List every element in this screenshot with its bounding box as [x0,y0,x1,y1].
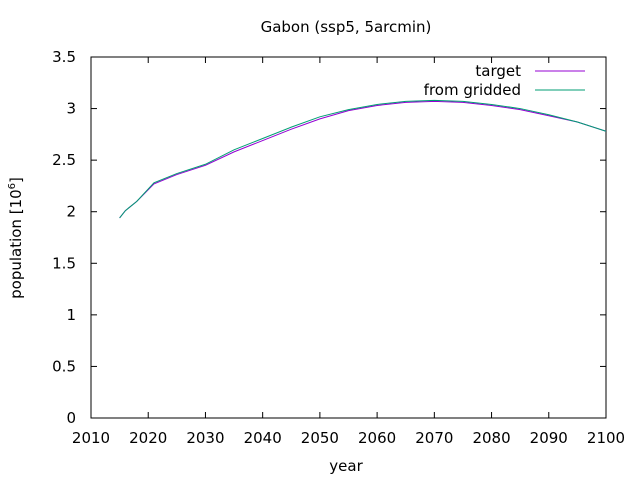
x-axis-label: year [329,457,363,475]
y-tick-label: 1.5 [52,254,76,272]
x-tick-label: 2020 [129,429,167,447]
x-tick-label: 2100 [587,429,625,447]
plot-frame [90,56,607,419]
x-tick-label: 2010 [72,429,110,447]
x-tick-label: 2050 [301,429,339,447]
x-tick-label: 2040 [244,429,282,447]
y-tick-label: 0.5 [52,357,76,375]
x-tick-label: 2070 [415,429,453,447]
y-axis-label-exponent: 6 [7,183,18,189]
x-tick-label: 2090 [530,429,568,447]
axes: 2010 2020 2030 2040 2050 2060 2070 2080 2090 2100… [52,48,625,447]
chart-title: Gabon (ssp5, 5arcmin) [261,18,432,36]
y-axis-label-suffix: ] [7,177,25,183]
y-tick-label: 1 [66,306,76,324]
y-axis-label-main: population [10 [7,189,25,299]
y-tick-label: 0 [66,409,76,427]
x-tick-label: 2080 [472,429,510,447]
series-lines [119,99,607,219]
y-tick-label: 2.5 [52,151,76,169]
series-line-target [119,100,607,219]
x-tick-label: 2030 [186,429,224,447]
y-tick-label: 3.5 [52,48,76,66]
series-line-from-gridded [119,99,607,219]
y-tick-label: 3 [66,100,76,118]
legend-label: from gridded [424,81,521,99]
legend-label: target [475,62,521,80]
x-tick-label: 2060 [358,429,396,447]
y-axis-label: population [106] [7,177,25,299]
y-tick-label: 2 [66,203,76,221]
